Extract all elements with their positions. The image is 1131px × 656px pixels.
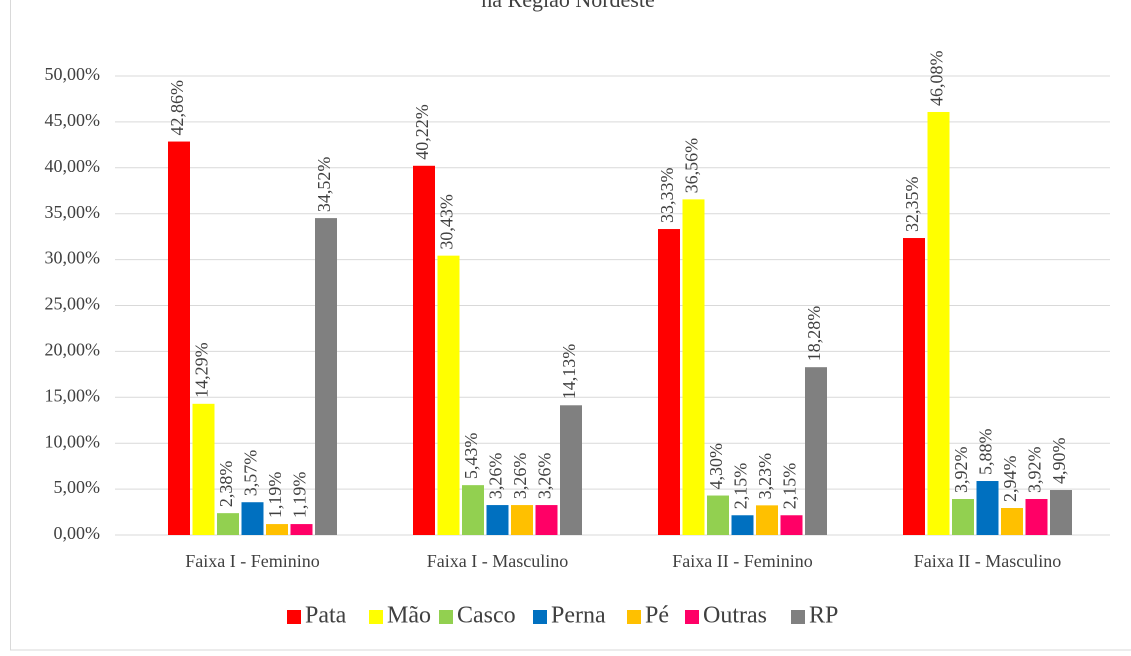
legend-swatch	[627, 610, 641, 624]
y-tick-label: 5,00%	[54, 477, 101, 497]
bar	[732, 515, 754, 535]
y-tick-label: 40,00%	[45, 156, 101, 176]
bar	[952, 499, 974, 535]
legend-swatch	[533, 610, 547, 624]
y-tick-label: 10,00%	[45, 431, 101, 451]
value-label: 2,94%	[1000, 456, 1020, 503]
bar	[805, 367, 827, 535]
bar	[903, 238, 925, 535]
y-tick-label: 15,00%	[45, 385, 101, 405]
value-label: 3,26%	[486, 453, 506, 500]
bar	[438, 256, 460, 535]
legend-swatch	[439, 610, 453, 624]
legend-label: RP	[809, 603, 838, 629]
value-label: 3,92%	[951, 447, 971, 494]
bar	[462, 485, 484, 535]
bar	[511, 505, 533, 535]
x-tick-label: Faixa II - Masculino	[914, 551, 1061, 571]
bar	[413, 166, 435, 535]
bar	[707, 496, 729, 535]
bar	[291, 524, 313, 535]
bar	[487, 505, 509, 535]
bar	[928, 112, 950, 535]
legend-label: Pé	[645, 603, 669, 629]
bar	[683, 199, 705, 535]
bar	[1026, 499, 1048, 535]
y-tick-label: 20,00%	[45, 340, 101, 360]
value-label: 30,43%	[437, 194, 457, 250]
value-label: 34,52%	[314, 157, 334, 213]
value-label: 14,13%	[559, 344, 579, 400]
y-tick-label: 0,00%	[54, 523, 101, 543]
legend-swatch	[369, 610, 383, 624]
legend-swatch	[791, 610, 805, 624]
bar	[1001, 508, 1023, 535]
value-label: 3,26%	[510, 453, 530, 500]
value-label: 42,86%	[167, 80, 187, 136]
x-tick-label: Faixa I - Feminino	[185, 551, 319, 571]
y-tick-label: 35,00%	[45, 202, 101, 222]
legend-swatch	[287, 610, 301, 624]
y-tick-label: 25,00%	[45, 294, 101, 314]
value-label: 4,90%	[1049, 438, 1069, 485]
bar	[1050, 490, 1072, 535]
value-label: 4,30%	[706, 443, 726, 490]
legend-swatch	[685, 610, 699, 624]
bar	[193, 404, 215, 535]
legend-label: Casco	[457, 603, 516, 629]
value-label: 36,56%	[682, 138, 702, 194]
value-label: 5,43%	[461, 433, 481, 480]
y-tick-label: 30,00%	[45, 248, 101, 268]
legend-label: Pata	[305, 603, 347, 629]
bar	[536, 505, 558, 535]
legend-label: Perna	[551, 603, 606, 629]
bar	[781, 515, 803, 535]
value-label: 2,15%	[780, 463, 800, 510]
value-label: 2,38%	[216, 461, 236, 508]
value-label: 2,15%	[731, 463, 751, 510]
legend-label: Mão	[387, 603, 431, 629]
x-tick-label: Faixa II - Feminino	[672, 551, 812, 571]
y-tick-label: 50,00%	[45, 64, 101, 84]
bar	[168, 142, 190, 535]
value-label: 5,88%	[976, 429, 996, 476]
value-label: 14,29%	[192, 342, 212, 398]
chart-title: na Região Nordeste	[481, 0, 655, 12]
value-label: 3,57%	[241, 450, 261, 497]
value-label: 32,35%	[902, 177, 922, 233]
y-tick-label: 45,00%	[45, 110, 101, 130]
value-label: 1,19%	[265, 472, 285, 519]
bar	[756, 505, 778, 535]
value-label: 33,33%	[657, 168, 677, 224]
bar	[315, 218, 337, 535]
value-label: 46,08%	[927, 50, 947, 106]
bar	[977, 481, 999, 535]
bar	[217, 513, 239, 535]
legend-label: Outras	[703, 603, 767, 629]
bar	[560, 405, 582, 535]
bar	[658, 229, 680, 535]
value-label: 1,19%	[290, 472, 310, 519]
value-label: 3,23%	[755, 453, 775, 500]
bar	[242, 502, 264, 535]
value-label: 40,22%	[412, 104, 432, 160]
value-label: 3,92%	[1025, 447, 1045, 494]
bar	[266, 524, 288, 535]
value-label: 3,26%	[535, 453, 555, 500]
x-tick-label: Faixa I - Masculino	[427, 551, 568, 571]
value-label: 18,28%	[804, 306, 824, 362]
